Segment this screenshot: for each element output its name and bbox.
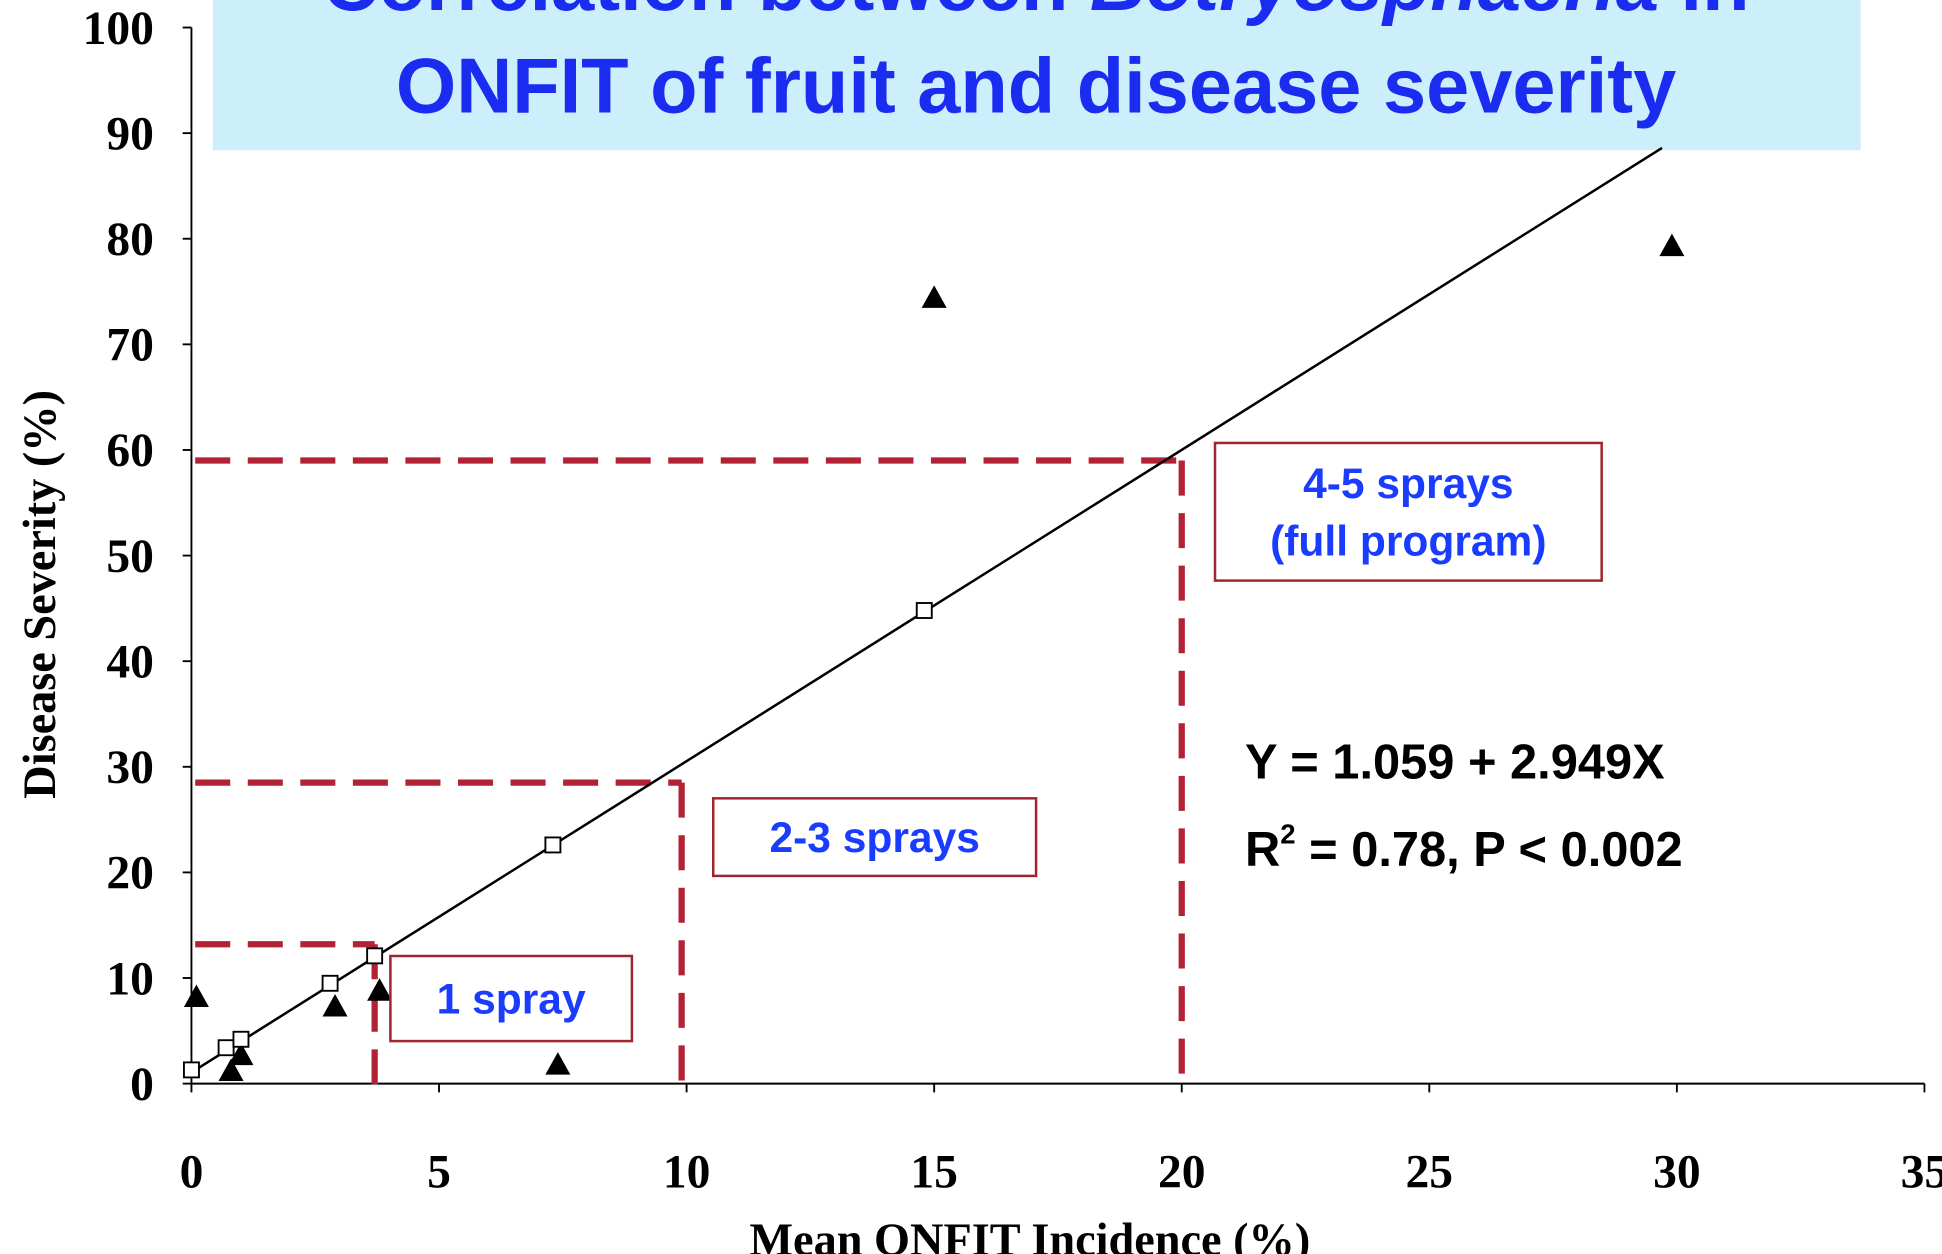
y-tick-label: 50	[106, 531, 154, 583]
title-part: in	[1659, 0, 1750, 27]
x-tick-label: 5	[427, 1146, 451, 1198]
triangle-point	[367, 978, 393, 1001]
title-part: Correlation between	[323, 0, 1090, 27]
square-point	[544, 836, 562, 854]
r-squared-part: R	[1245, 823, 1280, 877]
annotation-box	[711, 797, 1038, 878]
y-tick-label: 90	[106, 108, 154, 160]
y-tick-label: 20	[106, 848, 154, 900]
triangle-point	[228, 1042, 254, 1066]
square-point	[321, 974, 339, 992]
annotation-text: 4-5 sprays	[1303, 460, 1513, 508]
annotation-box	[389, 954, 634, 1043]
y-tick-label: 10	[106, 953, 154, 1005]
annotation-text: (full program)	[1270, 518, 1546, 566]
triangle-point	[921, 285, 947, 308]
title-box	[212, 0, 1861, 151]
x-tick-label: 10	[663, 1146, 711, 1198]
title-part: ONFIT of fruit and disease severity	[396, 44, 1676, 130]
square-point	[366, 947, 384, 965]
triangle-point	[218, 1058, 244, 1081]
triangle-point	[183, 984, 209, 1008]
y-axis-label: Disease Severity (%)	[15, 390, 66, 799]
r-squared-part: = 0.78, P < 0.002	[1296, 823, 1683, 877]
triangle-point	[1659, 233, 1685, 257]
x-tick-label: 25	[1406, 1146, 1454, 1198]
y-tick-label: 100	[83, 3, 154, 55]
r-squared-part: 2	[1280, 818, 1295, 849]
chart-title: Correlation between Botryosphaeria in	[323, 0, 1750, 27]
square-point	[217, 1039, 235, 1057]
y-tick-label: 30	[106, 742, 154, 794]
title-part: Botryosphaeria	[1090, 0, 1659, 27]
x-axis-label: Mean ONFIT Incidence (%)	[749, 1215, 1310, 1254]
triangle-point	[545, 1052, 571, 1075]
y-tick-label: 0	[130, 1059, 154, 1111]
x-tick-label: 0	[180, 1146, 204, 1198]
chart-title: ONFIT of fruit and disease severity	[396, 44, 1676, 130]
r-squared: R2 = 0.78, P < 0.002	[1245, 818, 1683, 877]
annotation-text: 2-3 sprays	[769, 814, 979, 862]
equation: Y = 1.059 + 2.949X	[1245, 735, 1665, 789]
y-tick-label: 80	[106, 214, 154, 266]
square-point	[232, 1030, 250, 1048]
x-tick-label: 35	[1901, 1146, 1942, 1198]
annotation-text: 1 spray	[437, 976, 586, 1024]
square-point	[183, 1061, 200, 1079]
triangle-point	[322, 994, 348, 1017]
y-tick-label: 70	[106, 320, 154, 372]
annotation-box	[1213, 441, 1603, 582]
y-tick-label: 40	[106, 636, 154, 688]
square-point	[915, 602, 933, 619]
x-tick-label: 20	[1158, 1146, 1206, 1198]
y-tick-label: 60	[106, 425, 154, 477]
chart-body: Correlation between Botryosphaeria in ONF…	[15, 0, 1942, 1254]
x-tick-label: 15	[910, 1146, 958, 1198]
x-tick-label: 30	[1653, 1146, 1701, 1198]
